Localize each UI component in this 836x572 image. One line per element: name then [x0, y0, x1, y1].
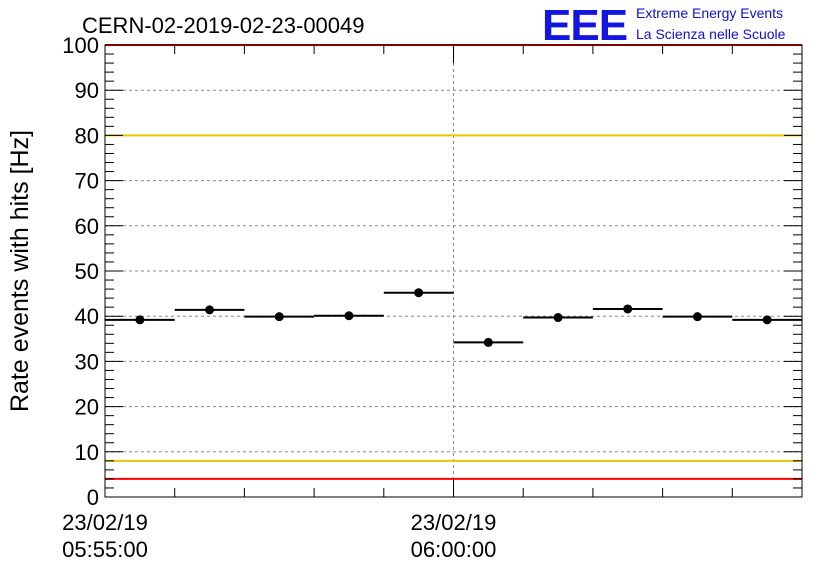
y-tick-labels: 0 10 20 30 40 50 60 70 80 90 100 [62, 33, 99, 510]
x-tick-label-date: 23/02/19 [62, 510, 148, 535]
axis-ticks [104, 44, 803, 498]
data-point [762, 315, 772, 325]
logo-mark: EEE [542, 1, 627, 50]
data-point [274, 312, 284, 322]
x-tick-label-time: 06:00:00 [411, 537, 497, 562]
data-point [553, 313, 563, 323]
data-point [692, 312, 702, 322]
y-tick-label: 10 [75, 440, 99, 465]
logo-line-1: Extreme Energy Events [636, 5, 783, 21]
data-point [135, 315, 145, 325]
y-tick-label: 60 [75, 214, 99, 239]
data-points [105, 288, 802, 347]
grid-lines [105, 45, 802, 497]
x-tick-label-date: 23/02/19 [411, 510, 497, 535]
data-point [414, 288, 424, 298]
eee-logo: EEE Extreme Energy Events La Scienza nel… [542, 1, 786, 50]
y-tick-label: 0 [87, 485, 99, 510]
logo-line-2: La Scienza nelle Scuole [636, 26, 786, 42]
y-tick-label: 20 [75, 395, 99, 420]
y-tick-label: 80 [75, 123, 99, 148]
y-tick-label: 100 [62, 33, 99, 58]
y-tick-label: 70 [75, 169, 99, 194]
y-tick-label: 40 [75, 304, 99, 329]
chart-title: CERN-02-2019-02-23-00049 [82, 13, 365, 38]
data-point [623, 304, 633, 314]
y-axis-title: Rate events with hits [Hz] [6, 130, 34, 412]
y-tick-label: 50 [75, 259, 99, 284]
data-point [205, 305, 215, 315]
x-tick-label-time: 05:55:00 [62, 537, 148, 562]
y-tick-label: 30 [75, 349, 99, 374]
data-point [344, 311, 354, 321]
y-tick-label: 90 [75, 78, 99, 103]
data-point [483, 337, 493, 347]
